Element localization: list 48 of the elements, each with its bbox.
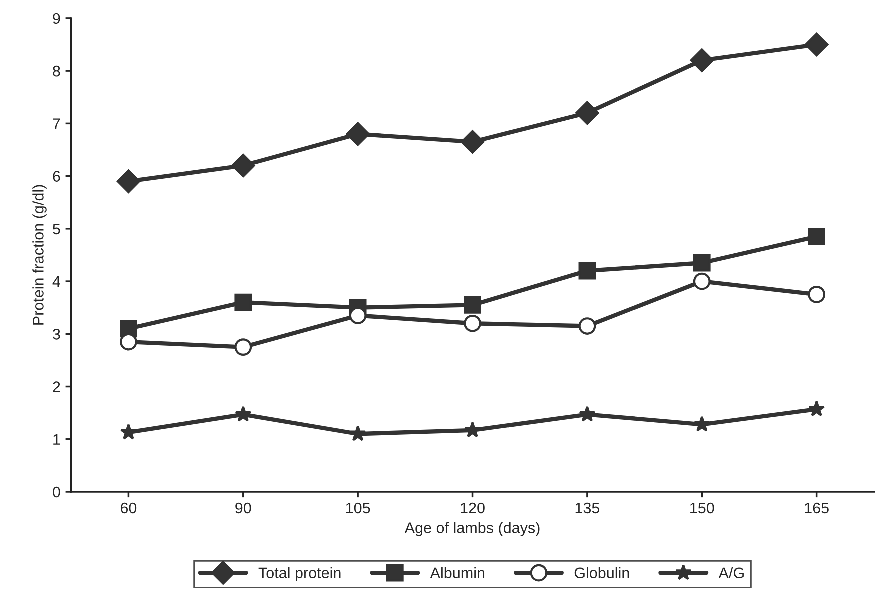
point (234, 294, 252, 312)
point (804, 32, 829, 57)
x-tick-label: 90 (236, 502, 252, 514)
point (464, 422, 482, 438)
y-tick-label: 3 (53, 329, 60, 340)
x-tick-label: 120 (461, 502, 485, 514)
legend-label: Total protein (258, 567, 341, 582)
y-tick-label: 7 (53, 118, 60, 130)
point (694, 416, 710, 432)
x-tick-label: 165 (805, 502, 829, 514)
point (349, 307, 367, 324)
y-tick-label: 6 (53, 171, 60, 182)
y-tick-label: 0 (53, 486, 60, 498)
point (690, 48, 714, 72)
y-tick-label: 9 (53, 13, 60, 24)
x-tick-label: 105 (346, 502, 370, 514)
legend-label: Globulin (574, 567, 630, 579)
x-tick-label: 60 (120, 502, 137, 514)
point (808, 228, 826, 246)
point (578, 318, 596, 335)
x-axis-title: Age of lambs (days) (404, 522, 540, 536)
x-tick-label: 150 (690, 502, 714, 514)
y-tick-label: 5 (53, 224, 60, 235)
point (808, 400, 826, 417)
y-tick-label: 4 (52, 276, 60, 288)
point (235, 406, 252, 422)
point (116, 170, 141, 194)
point (350, 425, 366, 442)
y-tick-label: 1 (54, 434, 60, 445)
point (346, 122, 370, 146)
point (464, 296, 482, 314)
point (464, 314, 482, 332)
point (808, 286, 826, 304)
legend-label: Albumin (430, 567, 485, 579)
y-axis-title: Protein fraction (g/dl) (32, 185, 47, 325)
point (579, 406, 596, 422)
point (120, 424, 138, 440)
legend-label: A/G (718, 567, 744, 579)
x-tick-label: 135 (576, 502, 600, 514)
point (234, 338, 252, 356)
point (578, 262, 596, 280)
point (232, 154, 256, 178)
y-tick-label: 2 (53, 382, 60, 392)
point (693, 272, 711, 290)
point (693, 254, 711, 272)
y-tick-label: 8 (53, 66, 60, 77)
point (460, 130, 485, 154)
point (576, 101, 600, 126)
